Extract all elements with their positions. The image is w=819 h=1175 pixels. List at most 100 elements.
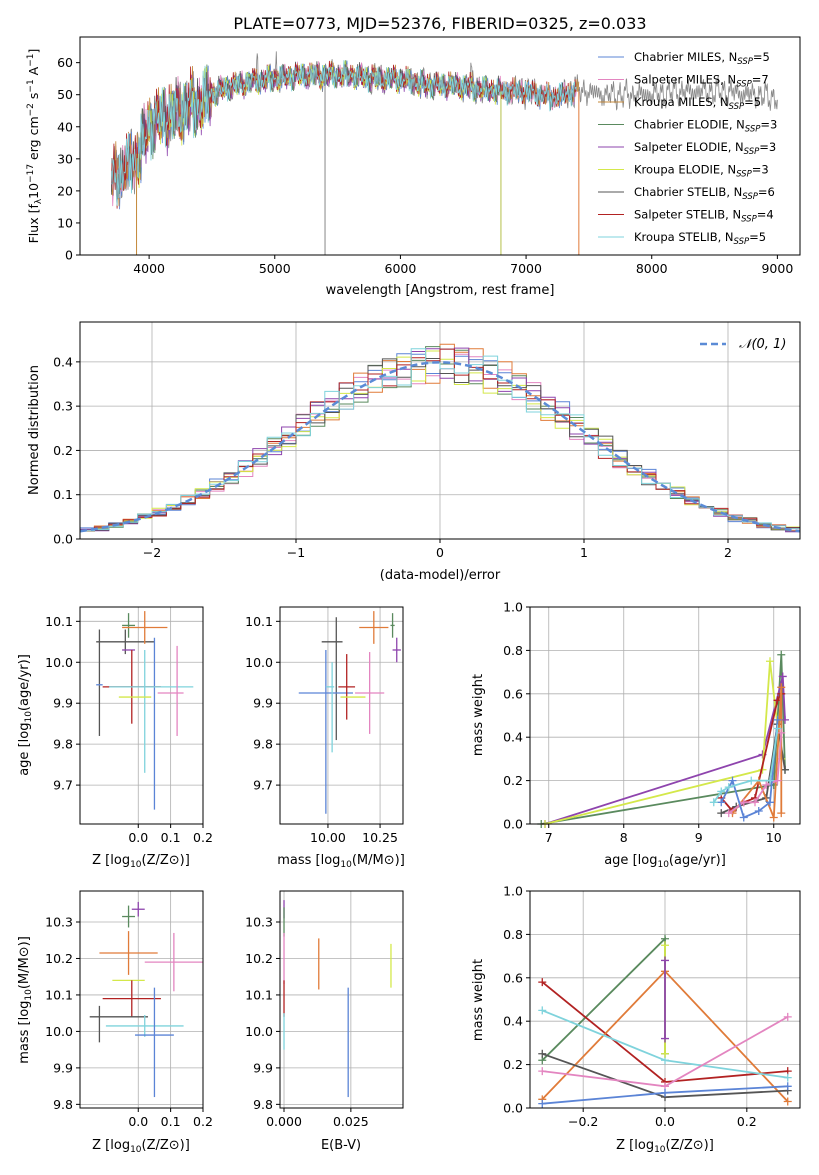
weight-vs-age-panel: 7 8 9 10 0.0 0.2 0.4 0.6 0.8 1.0 age [log10(age/y… (471, 600, 801, 870)
wAge-ytick-label: 0.2 (503, 773, 523, 788)
massE-ytick-label: 10.0 (245, 1024, 273, 1039)
weight-marker (781, 765, 789, 774)
normal-legend-label: 𝒩(0, 1) (739, 337, 786, 352)
spectrum-ticks: 4000 5000 6000 7000 8000 9000 0 10 20 30 40 50 60 (57, 55, 793, 276)
weight-marker (538, 1049, 547, 1058)
mass-vs-ebv-ticks: 0.000 0.025 9.8 9.9 10.0 10.1 10.2 10.3 (245, 915, 369, 1130)
weight-marker (751, 798, 759, 807)
ageZ-ytick-label: 9.8 (53, 737, 73, 752)
wZ-xtick-label: 0.2 (737, 1114, 757, 1129)
mass-vs-ebv-panel: 0.000 0.025 9.8 9.9 10.0 10.1 10.2 10.3 E(B-V) (245, 890, 404, 1153)
weight-marker (773, 776, 782, 785)
legend-label: Salpeter MILES, NSSP=7 (634, 73, 769, 90)
mass-vs-ebv-xlabel: E(B-V) (321, 1138, 361, 1153)
weight-marker (773, 724, 782, 733)
wAge-xtick-label: 8 (620, 830, 628, 845)
ageZ-ytick-label: 10.1 (45, 614, 73, 629)
resid-ytick-label: 0.0 (53, 532, 73, 547)
spectrum-title: PLATE=0773, MJD=52376, FIBERID=0325, z=0… (233, 14, 646, 33)
ageZ-xtick-label: 0.1 (161, 830, 181, 845)
weight-marker (747, 776, 756, 785)
weight-marker (538, 1006, 547, 1015)
spectrum-frame (79, 36, 801, 256)
weight-marker (783, 1082, 792, 1091)
weight-marker (777, 650, 786, 659)
weight-marker (538, 1067, 547, 1076)
weight-series-line (728, 732, 783, 814)
residual-ylabel: Normed distribution (27, 365, 42, 495)
residual-panel: −2 −1 0 1 2 0.0 0.1 0.2 0.3 0.4 (data-model)/erro… (27, 321, 801, 583)
ageM-ytick-label: 9.8 (253, 737, 273, 752)
residual-ticks: −2 −1 0 1 2 0.0 0.1 0.2 0.3 0.4 (53, 354, 732, 560)
resid-xtick-label: 2 (724, 545, 732, 560)
spectrum-legend: Chabrier MILES, NSSP=5 Salpeter MILES, NS… (598, 50, 777, 247)
ageM-xtick-label: 10.00 (310, 830, 346, 845)
weight-vs-z-plot-area (538, 934, 792, 1108)
ageM-ytick-label: 10.1 (245, 614, 273, 629)
weight-marker (783, 1073, 792, 1082)
weight-marker (717, 809, 726, 818)
legend-label: Salpeter ELODIE, NSSP=3 (634, 140, 776, 157)
resid-xtick-label: 0 (436, 545, 444, 560)
massE-ytick-label: 10.2 (245, 951, 273, 966)
age-vs-z-plot-area (96, 611, 194, 810)
wAge-ytick-label: 1.0 (503, 600, 523, 615)
spectrum-xtick-label: 9000 (761, 261, 793, 276)
spectrum-ylabel: Flux [fλ10−17 erg cm−2 s−1 A−1] (26, 49, 44, 244)
weight-marker (766, 798, 774, 807)
weight-series-line (720, 719, 779, 819)
weight-marker (778, 672, 787, 681)
weight-marker (762, 780, 771, 789)
weight-marker (661, 1049, 669, 1058)
weight-vs-z-ylabel: mass weight (471, 959, 486, 1041)
spectrum-panel: PLATE=0773, MJD=52376, FIBERID=0325, z=0… (26, 14, 801, 298)
legend-label: Chabrier ELODIE, NSSP=3 (634, 118, 777, 135)
wAge-ytick-label: 0.0 (503, 817, 523, 832)
spectrum-ytick-label: 60 (57, 55, 73, 70)
wZ-ytick-label: 0.2 (503, 1057, 523, 1072)
age-vs-mass-xlabel: mass [log10(M/M⊙)] (277, 853, 405, 870)
spectrum-plot-area (111, 51, 778, 255)
weight-vs-age-ylabel: mass weight (471, 674, 486, 756)
massE-xtick-label: 0.025 (333, 1114, 369, 1129)
weight-marker (717, 798, 726, 807)
ageZ-xtick-label: 0.0 (128, 830, 148, 845)
wZ-ytick-label: 0.0 (503, 1101, 523, 1116)
legend-label: Kroupa STELIB, NSSP=5 (634, 230, 766, 247)
resid-ytick-label: 0.1 (53, 487, 73, 502)
spectrum-model-line (111, 60, 577, 206)
massZ-ytick-label: 9.8 (53, 1097, 73, 1112)
massZ-xtick-label: 0.1 (161, 1114, 181, 1129)
wAge-ytick-label: 0.4 (503, 730, 523, 745)
mass-vs-z-ylabel: mass [log10(M/M⊙)] (17, 936, 34, 1064)
weight-marker (661, 956, 669, 965)
spectrum-xtick-label: 7000 (510, 261, 542, 276)
wZ-ytick-label: 0.4 (503, 1014, 523, 1029)
mass-vs-z-plot-area (89, 901, 203, 1098)
weight-marker (777, 809, 786, 818)
massZ-xtick-label: 0.0 (128, 1114, 148, 1129)
residual-legend: 𝒩(0, 1) (700, 337, 786, 352)
weight-marker (717, 787, 726, 796)
ageM-ytick-label: 10.0 (245, 655, 273, 670)
massE-ytick-label: 10.3 (245, 915, 273, 930)
weight-marker (766, 776, 774, 785)
age-vs-z-xlabel: Z [log10(Z/Z⊙)] (92, 853, 190, 870)
massZ-ytick-label: 10.0 (45, 1024, 73, 1039)
age-vs-z-ticks: 0.0 0.1 0.2 9.7 9.8 9.9 10.0 10.1 (45, 614, 213, 845)
spectrum-ytick-label: 40 (57, 119, 73, 134)
weight-marker (754, 806, 763, 815)
weight-marker (773, 715, 782, 724)
weight-marker (709, 798, 718, 807)
wZ-ytick-label: 0.8 (503, 927, 523, 942)
massZ-ytick-label: 9.9 (53, 1060, 73, 1075)
weight-marker (661, 1088, 669, 1097)
legend-label: Kroupa ELODIE, NSSP=3 (634, 163, 769, 180)
spectrum-xtick-label: 4000 (133, 261, 165, 276)
age-vs-mass-grid (280, 607, 403, 824)
spectrum-ytick-label: 0 (65, 248, 73, 263)
massE-ytick-label: 9.9 (253, 1060, 273, 1075)
spectrum-xlabel: wavelength [Angstrom, rest frame] (326, 283, 555, 298)
wZ-ytick-label: 1.0 (503, 884, 523, 899)
